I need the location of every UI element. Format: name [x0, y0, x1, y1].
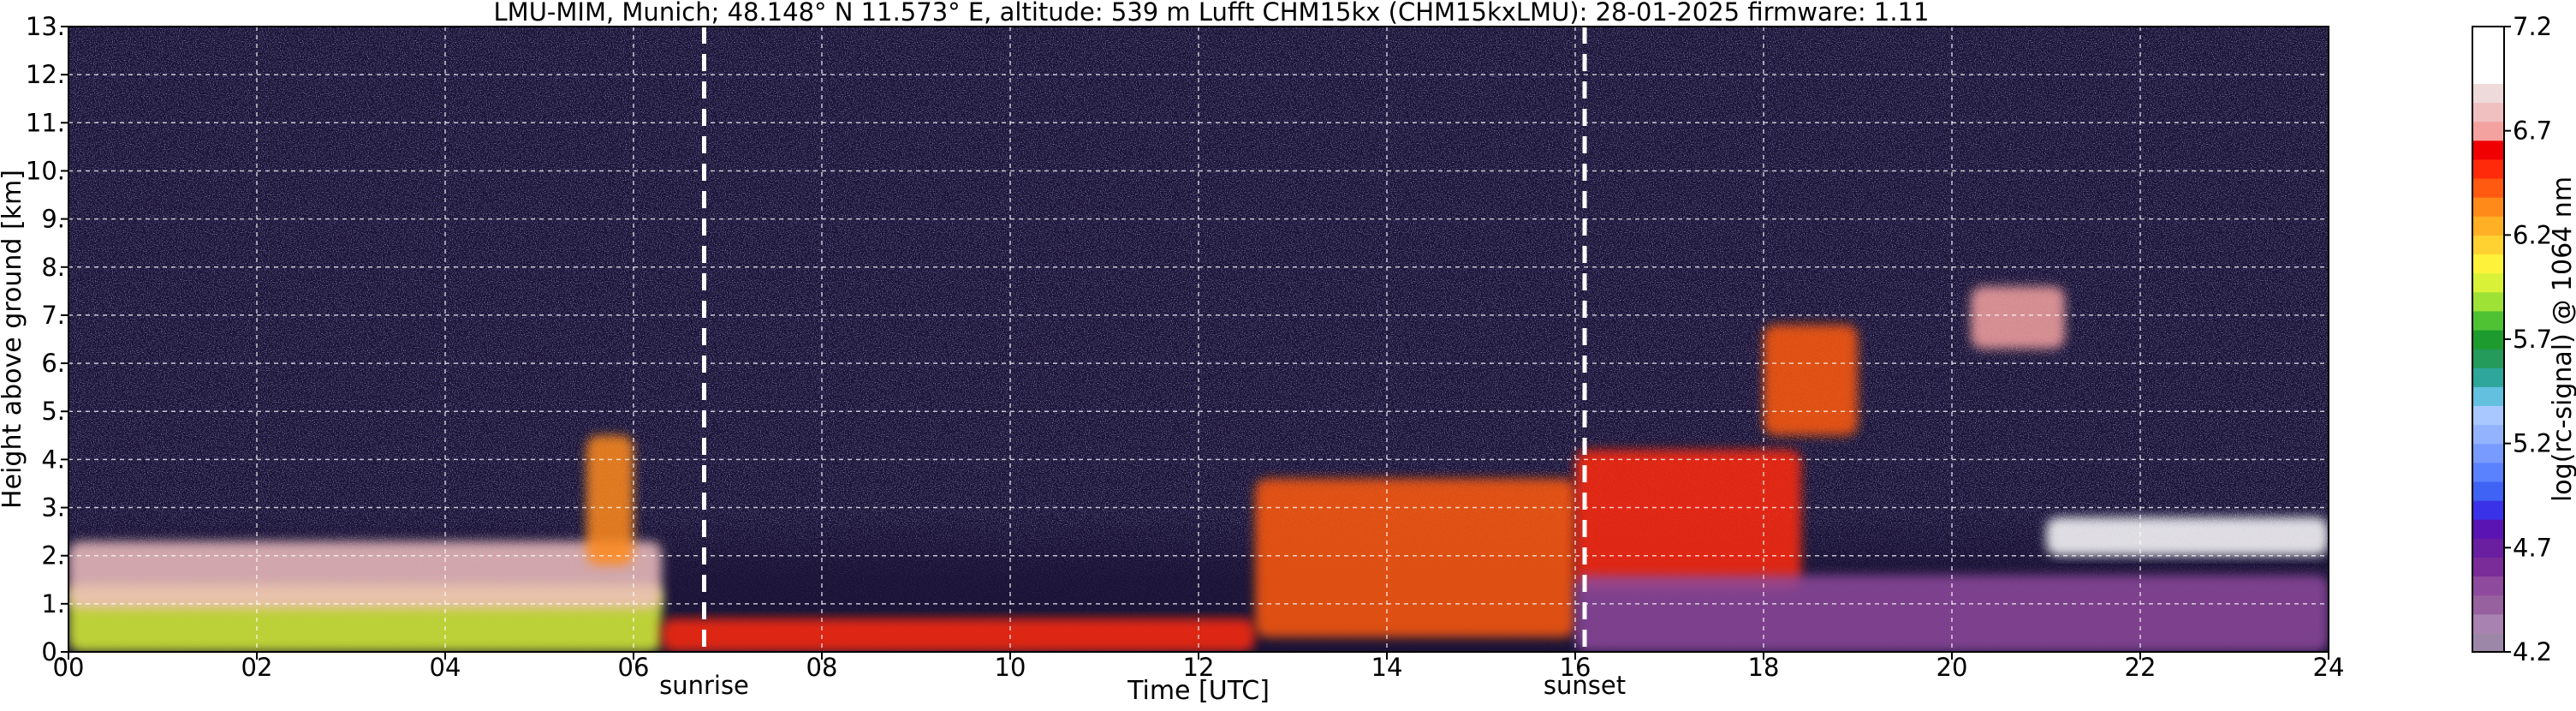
colorbar-tick-label: 4.7 — [2513, 533, 2552, 562]
colorbar-cell — [2472, 594, 2504, 615]
colorbar-cell — [2472, 272, 2504, 293]
rising-layer-evening — [1575, 450, 1801, 589]
colorbar-cell — [2472, 538, 2504, 558]
colorbar-cell — [2472, 349, 2504, 368]
y-tick-label: 0. — [41, 637, 65, 666]
colorbar-cell — [2472, 632, 2504, 653]
colorbar-tick-label: 6.7 — [2513, 117, 2552, 146]
colorbar-cell — [2472, 405, 2504, 426]
colorbar-cell — [2472, 102, 2504, 122]
x-tick-label: 08 — [806, 653, 838, 682]
y-tick-label: 13. — [26, 12, 65, 41]
colorbar-cell — [2472, 329, 2504, 350]
colorbar-cell — [2472, 424, 2504, 445]
sun-event-labels: sunrise sunset — [659, 671, 1626, 700]
y-axis-label: Height above ground [km] — [0, 170, 27, 509]
x-axis: 00 02 04 06 08 10 12 14 16 18 20 22 24 — [53, 652, 2345, 682]
x-tick-label: 06 — [618, 653, 650, 682]
colorbar-cell — [2472, 235, 2504, 255]
colorbar-cell — [2472, 45, 2504, 65]
colorbar-cell — [2472, 140, 2504, 160]
y-tick-label: 3. — [41, 493, 65, 523]
x-tick-label: 00 — [53, 653, 85, 682]
colorbar-cell — [2472, 177, 2504, 198]
colorbar-cell — [2472, 158, 2504, 179]
colorbar-cell — [2472, 557, 2504, 577]
chart-title: LMU-MIM, Munich; 48.148° N 11.573° E, al… — [494, 0, 1930, 27]
colorbar-cell — [2472, 83, 2504, 104]
x-tick-label: 24 — [2313, 653, 2345, 682]
y-tick-label: 11. — [26, 108, 65, 137]
x-tick-label: 04 — [430, 653, 461, 682]
colorbar-cell — [2472, 64, 2504, 84]
colorbar-cell — [2472, 443, 2504, 463]
colorbar-label: log(rc-signal) @ 1064 nm — [2548, 176, 2576, 502]
y-tick-label: 12. — [26, 60, 65, 89]
colorbar-cell — [2472, 519, 2504, 539]
low-cloud-late — [2046, 517, 2329, 556]
colorbar: 4.2 4.7 5.2 5.7 6.2 6.7 7.2 log(rc-signal) @ 1… — [2472, 12, 2576, 666]
y-tick-label: 6. — [41, 349, 65, 378]
y-tick-label: 10. — [26, 156, 65, 185]
x-tick-label: 20 — [1936, 653, 1968, 682]
mid-level-cloud-1 — [1764, 325, 1858, 436]
grid-lines — [68, 27, 2329, 652]
y-tick-label: 9. — [41, 205, 65, 234]
boundary-layer-day — [662, 618, 1255, 652]
x-tick-label: 10 — [995, 653, 1026, 682]
colorbar-cell — [2472, 386, 2504, 407]
y-tick-label: 2. — [41, 541, 65, 571]
aerosol-plume-morning — [586, 435, 634, 565]
sun-event-lines — [702, 27, 1587, 652]
sunset-label: sunset — [1544, 671, 1626, 700]
x-tick-label: 16 — [1560, 653, 1591, 682]
colorbar-tick-label: 5.7 — [2513, 325, 2552, 354]
y-axis: 0. 1. 2. 3. 4. 5. 6. 7. 8. 9. 10. 11. 12. 13. — [26, 12, 68, 666]
x-tick-label: 22 — [2125, 653, 2157, 682]
colorbar-cell — [2472, 27, 2504, 46]
mid-level-cloud-2 — [1971, 286, 2065, 350]
colorbar-cell — [2472, 197, 2504, 217]
colorbar-tick-label: 5.2 — [2513, 429, 2552, 458]
colorbar-cell — [2472, 367, 2504, 387]
colorbar-cell — [2472, 254, 2504, 274]
colorbar-cell — [2472, 310, 2504, 331]
colorbar-tick-label: 6.2 — [2513, 220, 2552, 249]
colorbar-tick-label: 4.2 — [2513, 637, 2552, 666]
colorbar-tick-label: 7.2 — [2513, 12, 2552, 41]
x-tick-label: 14 — [1371, 653, 1403, 682]
sunrise-label: sunrise — [659, 671, 749, 700]
colorbar-cell — [2472, 500, 2504, 520]
y-tick-label: 1. — [41, 589, 65, 618]
colorbar-cell — [2472, 216, 2504, 236]
colorbar-cell — [2472, 576, 2504, 596]
x-tick-label: 18 — [1748, 653, 1780, 682]
colorbar-cell — [2472, 613, 2504, 634]
y-tick-label: 5. — [41, 397, 65, 426]
y-tick-label: 7. — [41, 301, 65, 330]
colorbar-cell — [2472, 462, 2504, 482]
colorbar-cell — [2472, 121, 2504, 141]
y-tick-label: 8. — [41, 253, 65, 282]
x-tick-label: 12 — [1183, 653, 1215, 682]
boundary-layer-top — [68, 541, 662, 609]
plot-area — [68, 26, 2329, 653]
x-tick-label: 02 — [241, 653, 273, 682]
y-tick-label: 4. — [41, 445, 65, 474]
colorbar-cell — [2472, 291, 2504, 312]
rising-layer — [1255, 478, 1575, 638]
x-axis-label: Time [UTC] — [1127, 676, 1270, 706]
colorbar-cell — [2472, 481, 2504, 501]
